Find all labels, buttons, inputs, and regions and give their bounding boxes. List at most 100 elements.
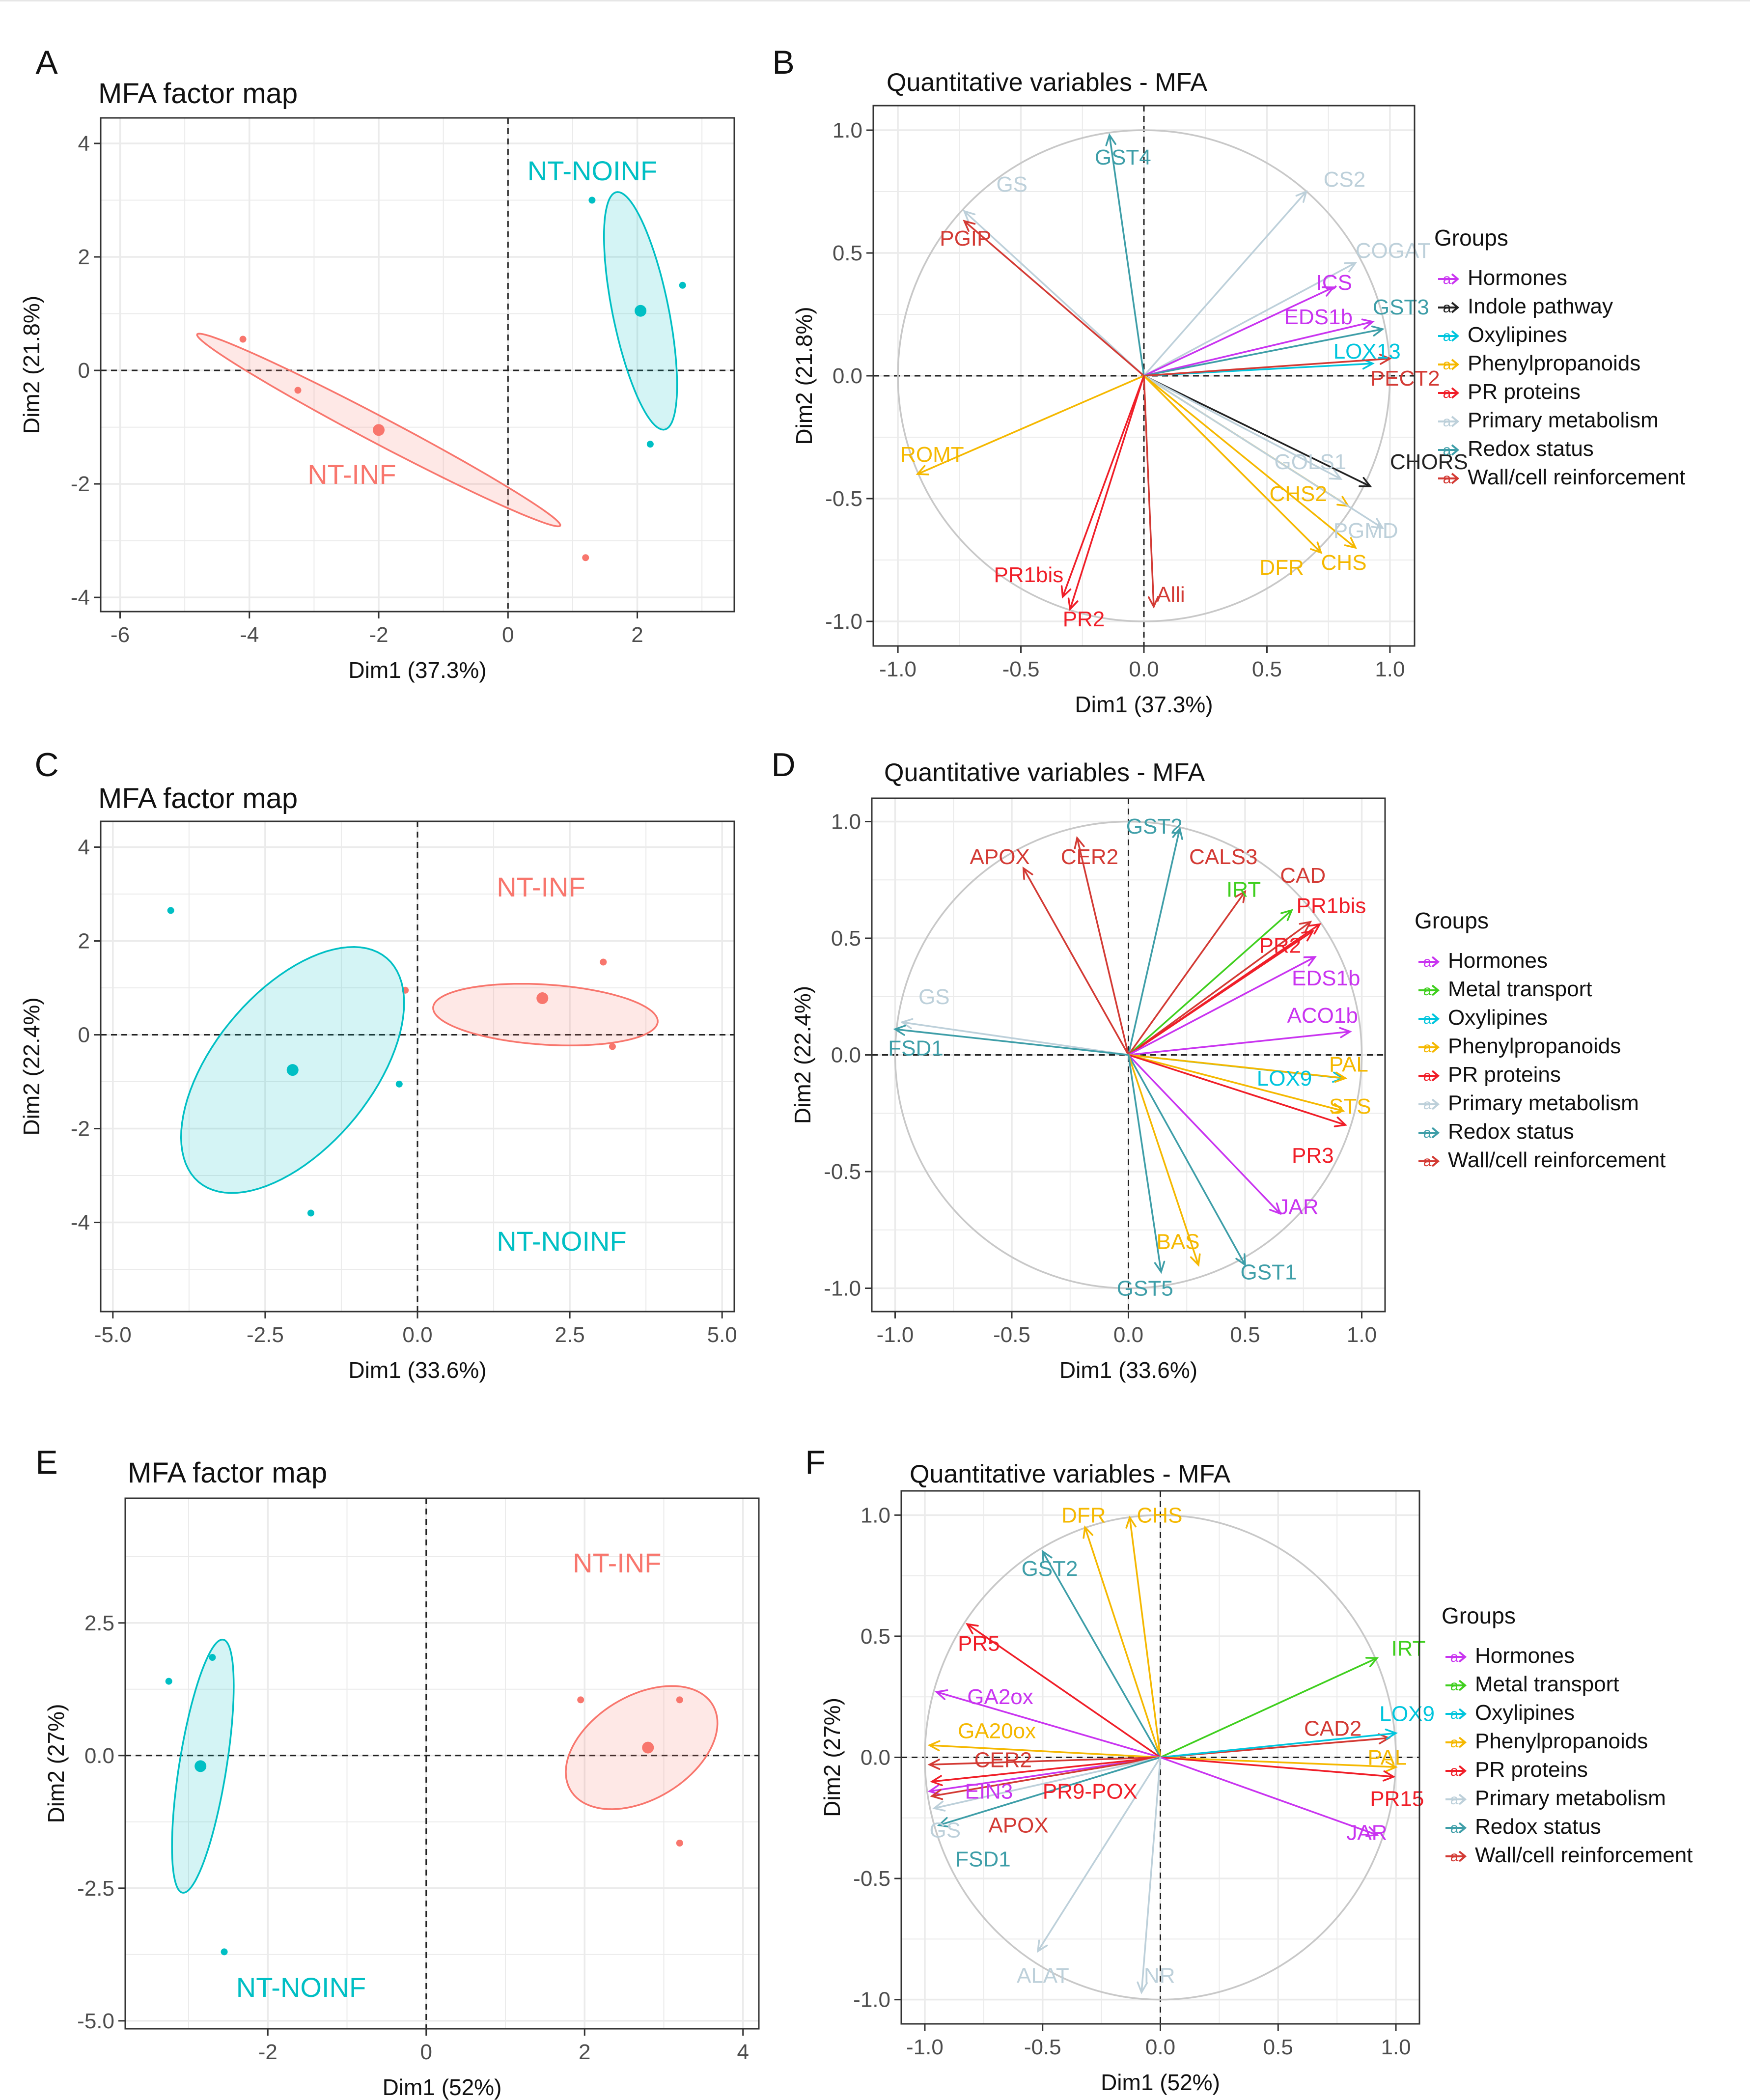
x-tick-label: -0.5 <box>1024 2035 1061 2059</box>
panel-letter-e: E <box>35 1444 57 1481</box>
arrow-nr <box>1137 1756 1162 1994</box>
legend-title: Groups <box>1415 908 1489 933</box>
y-tick-label: -4 <box>71 586 90 610</box>
variable-label-sts: STS <box>1329 1094 1371 1119</box>
arrow-chs <box>1125 1515 1162 1759</box>
legend-arrow-wall-cell-reinforcement <box>1418 1155 1440 1167</box>
legend: Groups a Hormones a Metal transport a Oxylipin… <box>1415 908 1666 1172</box>
y-tick-label: 4 <box>78 132 90 156</box>
legend-glyph: a <box>1423 982 1432 999</box>
group-centroid-nt-inf <box>373 424 385 436</box>
group-label-nt-noinf: NT-NOINF <box>528 155 657 186</box>
arrow-dfr <box>1083 1525 1162 1759</box>
arrow-irt <box>1127 909 1294 1056</box>
plot-border <box>100 117 735 613</box>
x-tick-label: 1.0 <box>1347 1323 1377 1347</box>
x-tick-label: 4 <box>737 2040 749 2064</box>
y-tick-label: 0.0 <box>831 1043 861 1067</box>
variable-label-cs2: CS2 <box>1324 168 1366 192</box>
panel-b: -1.0 -0.5 0.0 0.5 1.0 -1.0 -0.5 0.0 0.5 1.0 GS GST4… <box>791 68 1685 717</box>
arrow-pr9-pox <box>930 1756 1162 1786</box>
individual-point-nt-inf <box>294 387 302 394</box>
y-tick-label: 0.0 <box>833 364 862 388</box>
variable-label-lox9: LOX9 <box>1379 1702 1435 1726</box>
legend-label-oxylipines: Oxylipines <box>1475 1701 1575 1725</box>
legend-arrow-redox-status <box>1438 444 1460 456</box>
variable-label-gols1: GOLS1 <box>1274 450 1346 474</box>
legend-glyph: a <box>1423 1153 1432 1170</box>
plot-title: Quantitative variables - MFA <box>884 758 1205 787</box>
legend-key-wall-cell-reinforcement: a <box>1445 1848 1467 1865</box>
arrow-pal <box>1159 1756 1398 1772</box>
panel-a: -6 -4 -2 0 2 -4 -2 0 2 4 NT-INF NT-NOINF Dim1 (37.3%… <box>19 78 735 683</box>
y-tick-label: 0.5 <box>833 241 862 265</box>
group-centroid-nt-inf <box>642 1741 654 1754</box>
y-tick-label: -4 <box>71 1211 90 1235</box>
legend-glyph: a <box>1423 1039 1432 1056</box>
y-axis-title: Dim2 (21.8%) <box>791 307 817 445</box>
legend-arrow-oxylipines <box>1438 330 1460 342</box>
x-tick-label: -6 <box>111 623 130 647</box>
x-tick-label: 0.0 <box>402 1323 432 1347</box>
legend-glyph: a <box>1423 1096 1432 1113</box>
arrow-ga2ox <box>935 1689 1162 1759</box>
arrow-pect2 <box>1143 354 1392 377</box>
x-tick-label: 0.0 <box>1145 2035 1175 2059</box>
legend-key-redox-status: a <box>1418 1125 1440 1141</box>
x-tick-label: -1.0 <box>877 1323 914 1347</box>
legend-title: Groups <box>1434 225 1508 251</box>
legend-key-pr-proteins: a <box>1438 385 1460 401</box>
variable-label-chs: CHS <box>1321 551 1367 575</box>
variable-label-pr9-pox: PR9-POX <box>1043 1780 1138 1804</box>
legend: Groups a Hormones a Indole pathway a Oxylipine… <box>1434 225 1685 489</box>
individual-point-nt-inf <box>676 1840 683 1847</box>
y-tick-label: -0.5 <box>824 1160 861 1184</box>
plot-title: MFA factor map <box>128 1457 327 1489</box>
y-axis-title: Dim2 (27%) <box>43 1704 69 1823</box>
y-tick-label: 0.5 <box>861 1624 890 1649</box>
y-tick-label: 0.5 <box>831 926 861 951</box>
legend-key-phenylpropanoids: a <box>1438 357 1460 373</box>
individual-point-nt-noinf <box>588 196 596 204</box>
variable-label-gs: GS <box>918 985 950 1009</box>
variable-label-fsd1: FSD1 <box>888 1036 943 1060</box>
legend-arrow-hormones <box>1418 956 1440 968</box>
legend-key-oxylipines: a <box>1438 328 1460 344</box>
legend-key-indole-pathway: a <box>1438 300 1460 316</box>
variable-label-jar: JAR <box>1278 1195 1319 1219</box>
variable-label-apox: APOX <box>988 1814 1048 1838</box>
group-centroid-nt-noinf <box>635 305 647 317</box>
y-tick-label: 4 <box>78 836 90 860</box>
legend-label-hormones: Hormones <box>1475 1644 1575 1668</box>
variable-label-aco1b: ACO1b <box>1287 1004 1358 1028</box>
individual-point-nt-inf <box>676 1696 683 1704</box>
y-tick-label: -5.0 <box>77 2009 114 2033</box>
y-tick-label: 0.0 <box>861 1746 890 1770</box>
legend-label-metal-transport: Metal transport <box>1448 977 1592 1001</box>
variable-label-gs: GS <box>996 172 1028 196</box>
x-tick-label: 1.0 <box>1375 657 1405 681</box>
arrow-alli <box>1143 375 1159 609</box>
panel-letter-d: D <box>771 746 795 784</box>
x-tick-label: 0.5 <box>1230 1323 1260 1347</box>
x-tick-label: -1.0 <box>879 657 917 681</box>
legend-key-redox-status: a <box>1445 1820 1467 1836</box>
x-tick-label: -1.0 <box>906 2035 944 2059</box>
legend-label-phenylpropanoids: Phenylpropanoids <box>1448 1034 1621 1058</box>
arrow-cer2 <box>1074 836 1130 1056</box>
legend-key-primary-metabolism: a <box>1438 414 1460 430</box>
arrow-pr2 <box>1127 930 1315 1056</box>
x-tick-label: 0.5 <box>1263 2035 1293 2059</box>
legend-label-redox-status: Redox status <box>1468 437 1594 461</box>
x-axis-title: Dim1 (33.6%) <box>1059 1357 1197 1383</box>
variable-label-pr2: PR2 <box>1259 933 1302 957</box>
arrow-gs <box>900 1018 1130 1056</box>
legend-label-hormones: Hormones <box>1448 949 1548 973</box>
legend-arrow-oxylipines <box>1418 1013 1440 1025</box>
legend-arrow-metal-transport <box>1418 984 1440 996</box>
arrow-gst5 <box>1127 1054 1166 1274</box>
variable-label-ga2ox: GA2ox <box>967 1685 1033 1709</box>
variable-label-irt: IRT <box>1226 877 1261 901</box>
variable-label-pgip: PGIP <box>940 226 991 251</box>
arrow-gst4 <box>1105 133 1145 377</box>
